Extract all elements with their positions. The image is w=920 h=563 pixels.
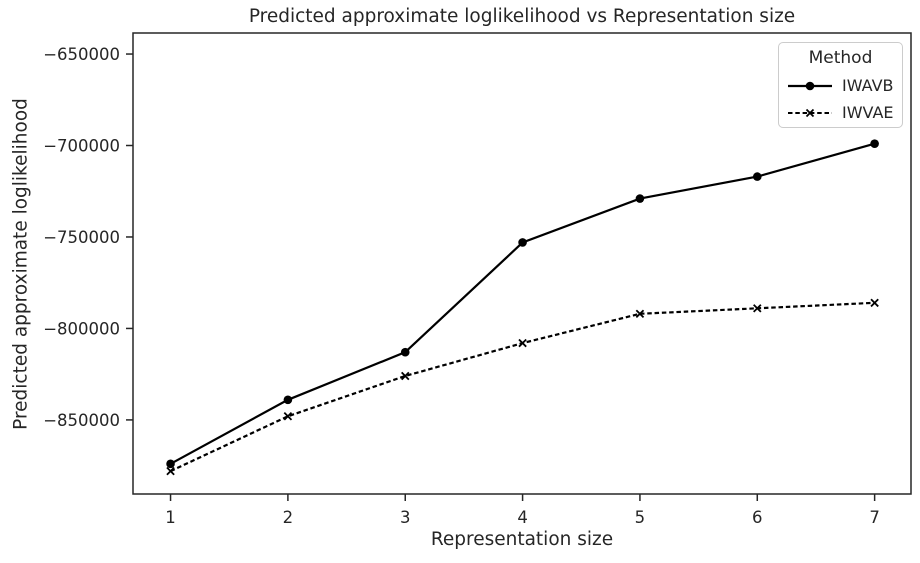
marker-x-iwvae [401, 371, 410, 381]
marker-x-iwvae [753, 304, 762, 313]
y-tick-label: −800000 [43, 319, 120, 338]
marker-x-iwvae [635, 309, 645, 319]
marker-circle-iwavb [518, 238, 527, 247]
marker-circle-iwavb [635, 194, 645, 203]
marker-circle-iwavb [870, 139, 879, 148]
y-tick-label: −700000 [43, 137, 120, 156]
legend-entry-iwavb: IWAVB [779, 72, 902, 99]
legend-title: Method [808, 48, 873, 68]
y-tick-label: −650000 [43, 45, 120, 64]
marker-circle-iwavb [166, 459, 175, 469]
iwavb-line-sample-icon [788, 81, 832, 90]
legend-label-iwvae: IWVAE [842, 103, 894, 122]
x-tick-label: 5 [635, 508, 646, 527]
marker-x-iwvae [870, 298, 879, 308]
x-tick-label: 7 [869, 508, 880, 527]
legend: Method IWAVB IWVAE [778, 42, 903, 128]
x-tick-label: 6 [752, 508, 763, 527]
marker-x-iwvae [518, 338, 527, 348]
legend-label-iwavb: IWAVB [842, 76, 894, 95]
x-axis-label: Representation size [430, 529, 614, 550]
iwvae-line-sample-icon [788, 108, 832, 117]
x-tick-label: 3 [400, 508, 411, 527]
x-tick-label: 2 [283, 508, 294, 527]
marker-x-iwvae [283, 412, 293, 421]
marker-circle-iwavb [752, 172, 762, 181]
legend-entry-iwvae: IWVAE [779, 99, 902, 126]
marker-circle-iwavb [283, 395, 293, 405]
x-tick-label: 1 [165, 508, 176, 527]
x-tick-label: 4 [517, 508, 528, 527]
y-tick-label: −750000 [43, 228, 120, 247]
marker-x-iwvae [166, 466, 175, 476]
marker-circle-iwavb [400, 347, 410, 357]
y-tick-label: −850000 [43, 411, 120, 430]
series-line-iwavb [170, 142, 875, 465]
series-line-iwvae [170, 301, 875, 473]
chart-title: Predicted approximate loglikelihood vs R… [248, 6, 796, 27]
